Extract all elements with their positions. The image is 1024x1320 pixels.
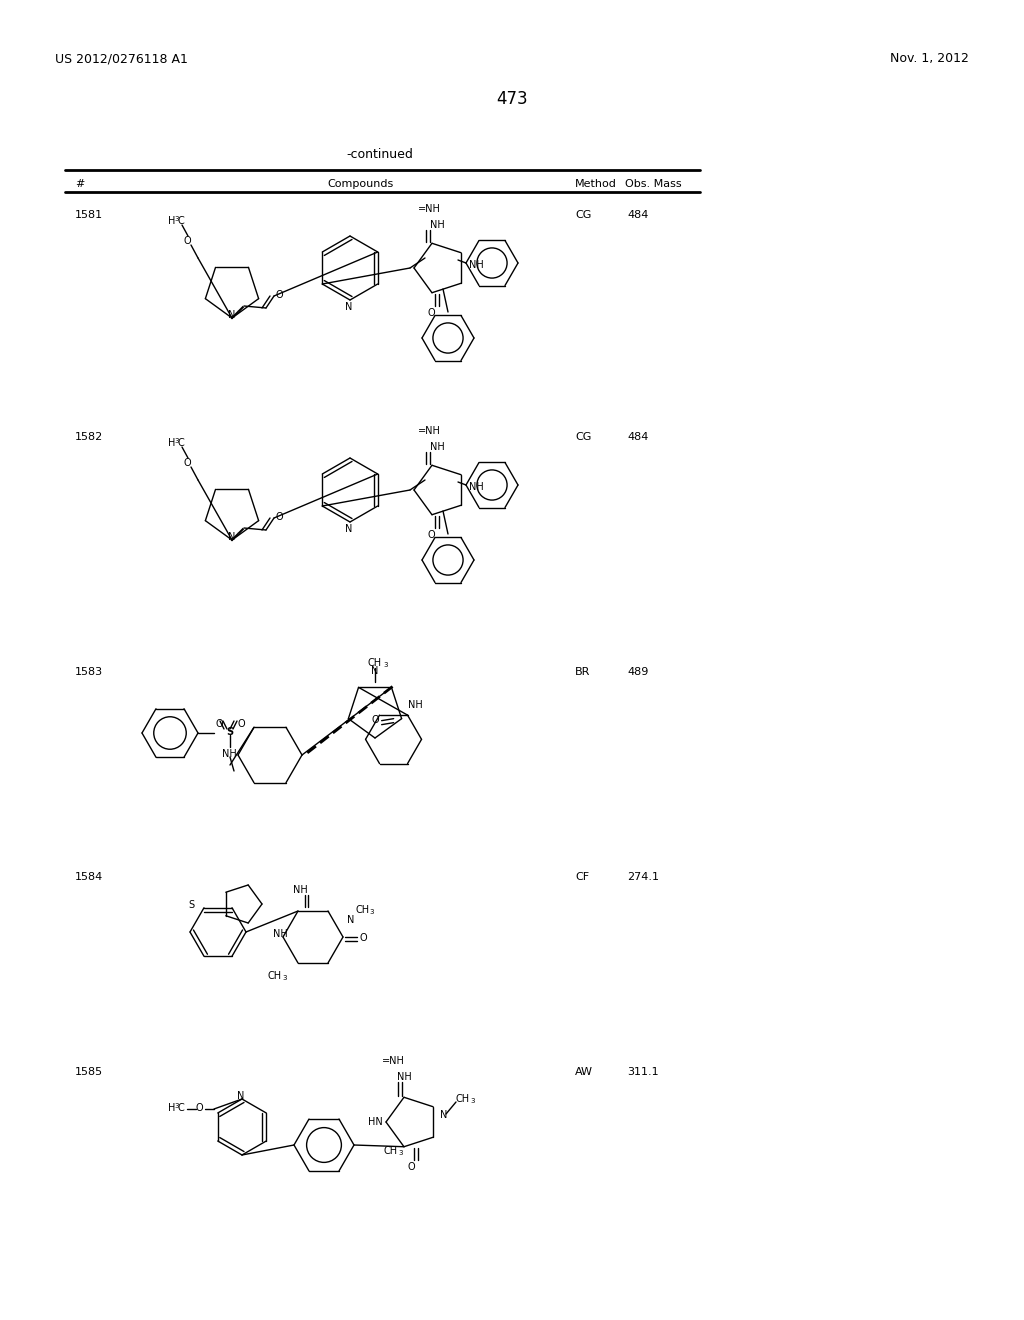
Text: CH: CH xyxy=(367,657,381,668)
Text: O: O xyxy=(428,531,435,540)
Text: CH: CH xyxy=(384,1146,398,1156)
Text: 3: 3 xyxy=(383,663,387,668)
Text: N: N xyxy=(228,310,236,319)
Text: NH: NH xyxy=(222,748,237,759)
Text: N: N xyxy=(371,667,379,676)
Text: =NH: =NH xyxy=(418,426,441,436)
Text: NH: NH xyxy=(397,1072,412,1082)
Text: H: H xyxy=(168,216,175,226)
Text: -continued: -continued xyxy=(346,148,414,161)
Text: 473: 473 xyxy=(497,90,527,108)
Text: NH: NH xyxy=(430,220,444,230)
Text: O: O xyxy=(407,1162,415,1172)
Text: O: O xyxy=(372,714,379,725)
Text: 1581: 1581 xyxy=(75,210,103,220)
Text: H: H xyxy=(168,438,175,447)
Text: N: N xyxy=(347,915,354,925)
Text: CG: CG xyxy=(575,210,592,220)
Text: =NH: =NH xyxy=(382,1056,404,1067)
Text: 3: 3 xyxy=(174,438,178,444)
Text: C: C xyxy=(178,216,184,226)
Text: AW: AW xyxy=(575,1067,593,1077)
Text: 3: 3 xyxy=(174,216,178,222)
Text: =NH: =NH xyxy=(418,205,441,214)
Text: 1583: 1583 xyxy=(75,667,103,677)
Text: S: S xyxy=(226,727,233,737)
Text: C: C xyxy=(178,438,184,447)
Text: NH: NH xyxy=(469,482,483,492)
Text: 3: 3 xyxy=(470,1098,474,1104)
Text: NH: NH xyxy=(408,700,423,710)
Text: 489: 489 xyxy=(627,667,648,677)
Text: NH: NH xyxy=(293,884,308,895)
Text: S: S xyxy=(188,900,195,909)
Text: N: N xyxy=(440,1110,447,1119)
Text: O: O xyxy=(428,308,435,318)
Text: N: N xyxy=(345,524,352,535)
Text: H: H xyxy=(168,1104,175,1113)
Text: O: O xyxy=(276,512,284,521)
Text: O: O xyxy=(276,290,284,300)
Text: O: O xyxy=(238,719,246,729)
Text: 274.1: 274.1 xyxy=(627,873,659,882)
Text: 3: 3 xyxy=(369,909,374,915)
Text: HN: HN xyxy=(368,1117,383,1127)
Text: 484: 484 xyxy=(627,210,648,220)
Text: O: O xyxy=(183,236,190,246)
Text: NH: NH xyxy=(273,929,288,939)
Text: O: O xyxy=(196,1104,204,1113)
Text: 1584: 1584 xyxy=(75,873,103,882)
Text: US 2012/0276118 A1: US 2012/0276118 A1 xyxy=(55,51,187,65)
Text: Compounds: Compounds xyxy=(327,180,393,189)
Text: 484: 484 xyxy=(627,432,648,442)
Text: NH: NH xyxy=(430,442,444,451)
Text: N: N xyxy=(228,532,236,543)
Text: BR: BR xyxy=(575,667,591,677)
Text: 311.1: 311.1 xyxy=(627,1067,658,1077)
Text: C: C xyxy=(178,1104,184,1113)
Text: 3: 3 xyxy=(282,975,287,981)
Text: 1585: 1585 xyxy=(75,1067,103,1077)
Text: 3: 3 xyxy=(174,1104,178,1109)
Text: Method: Method xyxy=(575,180,616,189)
Text: 1582: 1582 xyxy=(75,432,103,442)
Text: NH: NH xyxy=(469,260,483,271)
Text: Nov. 1, 2012: Nov. 1, 2012 xyxy=(890,51,969,65)
Text: O: O xyxy=(359,933,367,942)
Text: CH: CH xyxy=(268,972,283,981)
Text: 3: 3 xyxy=(398,1150,402,1156)
Text: CG: CG xyxy=(575,432,592,442)
Text: CH: CH xyxy=(456,1094,470,1104)
Text: CH: CH xyxy=(355,906,369,915)
Text: CF: CF xyxy=(575,873,589,882)
Text: Obs. Mass: Obs. Mass xyxy=(625,180,682,189)
Text: N: N xyxy=(237,1092,245,1101)
Text: O: O xyxy=(183,458,190,469)
Text: N: N xyxy=(345,302,352,312)
Text: #: # xyxy=(75,180,84,189)
Text: O: O xyxy=(216,719,223,729)
